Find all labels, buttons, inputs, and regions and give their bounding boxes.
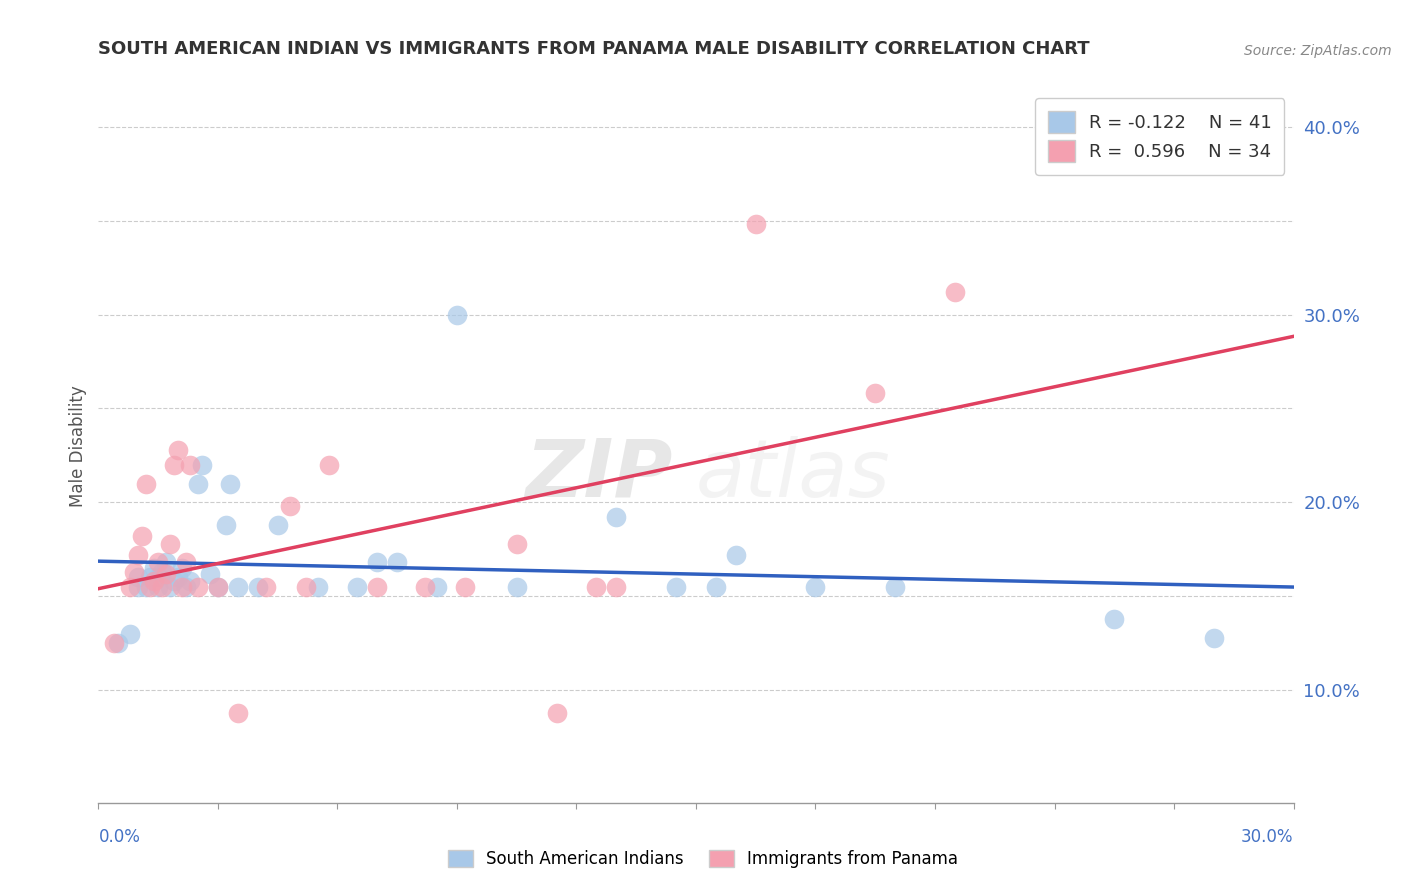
Point <box>215 517 238 532</box>
Point <box>294 580 316 594</box>
Point <box>187 476 209 491</box>
Point <box>254 580 277 594</box>
Point <box>167 570 190 584</box>
Text: 0.0%: 0.0% <box>98 828 141 846</box>
Point <box>127 570 149 584</box>
Point <box>167 442 190 457</box>
Point <box>120 580 142 594</box>
Text: Source: ZipAtlas.com: Source: ZipAtlas.com <box>1244 44 1392 58</box>
Point <box>172 580 194 594</box>
Point <box>506 580 529 594</box>
Point <box>605 580 627 594</box>
Point <box>163 574 186 589</box>
Point <box>155 556 177 570</box>
Point <box>131 529 153 543</box>
Point <box>107 636 129 650</box>
Point <box>150 580 173 594</box>
Point <box>143 574 166 589</box>
Point <box>943 285 966 299</box>
Point <box>278 499 301 513</box>
Point <box>135 476 157 491</box>
Point <box>163 458 186 472</box>
Point <box>246 580 269 594</box>
Point <box>150 565 173 579</box>
Point <box>454 580 477 594</box>
Point <box>804 580 827 594</box>
Point <box>207 580 229 594</box>
Point <box>148 556 170 570</box>
Point <box>179 458 201 472</box>
Point <box>704 580 727 594</box>
Point <box>155 566 177 581</box>
Point <box>446 308 468 322</box>
Text: SOUTH AMERICAN INDIAN VS IMMIGRANTS FROM PANAMA MALE DISABILITY CORRELATION CHAR: SOUTH AMERICAN INDIAN VS IMMIGRANTS FROM… <box>98 40 1090 58</box>
Point <box>127 580 149 594</box>
Text: ZIP: ZIP <box>524 435 672 514</box>
Point <box>385 556 409 570</box>
Point <box>172 561 194 575</box>
Point <box>346 580 368 594</box>
Point <box>307 580 329 594</box>
Point <box>605 510 627 524</box>
Point <box>148 570 170 584</box>
Point <box>585 580 607 594</box>
Point <box>665 580 688 594</box>
Point <box>226 706 249 720</box>
Point <box>148 580 170 594</box>
Point <box>191 458 214 472</box>
Point <box>174 556 197 570</box>
Text: atlas: atlas <box>696 435 891 514</box>
Point <box>159 536 181 550</box>
Point <box>120 627 142 641</box>
Point <box>198 566 221 581</box>
Point <box>267 517 290 532</box>
Point <box>143 561 166 575</box>
Point <box>506 536 529 550</box>
Point <box>219 476 242 491</box>
Point <box>127 548 149 562</box>
Point <box>139 580 162 594</box>
Point <box>139 570 162 584</box>
Point <box>318 458 340 472</box>
Point <box>884 580 907 594</box>
Point <box>1102 612 1125 626</box>
Legend: South American Indians, Immigrants from Panama: South American Indians, Immigrants from … <box>441 843 965 875</box>
Point <box>546 706 568 720</box>
Point <box>124 565 146 579</box>
Y-axis label: Male Disability: Male Disability <box>69 385 87 507</box>
Point <box>135 580 157 594</box>
Point <box>159 580 181 594</box>
Point <box>413 580 436 594</box>
Point <box>426 580 449 594</box>
Point <box>103 636 125 650</box>
Point <box>724 548 747 562</box>
Point <box>174 580 197 594</box>
Point <box>366 580 388 594</box>
Point <box>179 574 201 589</box>
Point <box>366 556 388 570</box>
Point <box>745 218 768 232</box>
Point <box>1202 631 1225 645</box>
Point <box>187 580 209 594</box>
Point <box>207 580 229 594</box>
Point <box>863 386 887 401</box>
Text: 30.0%: 30.0% <box>1241 828 1294 846</box>
Legend: R = -0.122    N = 41, R =  0.596    N = 34: R = -0.122 N = 41, R = 0.596 N = 34 <box>1035 98 1285 175</box>
Point <box>226 580 249 594</box>
